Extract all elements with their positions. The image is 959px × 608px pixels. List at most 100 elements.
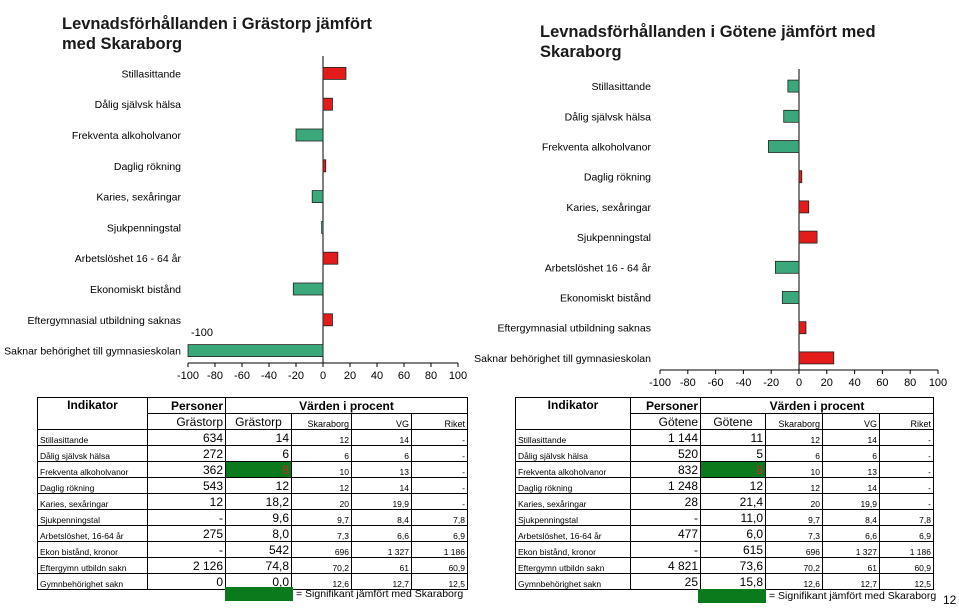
x-tick-label: 80: [904, 377, 916, 389]
table-row: Frekventa alkoholvanor 362 8 10 13-: [37, 461, 468, 478]
table-cell: 0: [147, 573, 226, 590]
x-tick-label: 100: [929, 377, 947, 389]
table-cell: 8,4: [822, 509, 880, 526]
table-cell: 14: [351, 477, 412, 494]
table-cell: -: [411, 445, 468, 462]
table-cell: 615: [700, 541, 766, 558]
bar: [311, 190, 324, 204]
table-cell: 12: [765, 429, 823, 446]
column-header: Riket: [411, 413, 468, 430]
table-cell: -: [411, 429, 468, 446]
table-cell: Eftergymn utbildn sakn: [515, 557, 631, 574]
table-cell: -: [411, 477, 468, 494]
table-cell: 21,4: [700, 493, 766, 510]
table-cell: 7,8: [879, 509, 934, 526]
table-row: Gymnbehörighet sakn 25 15,8 12,6 12,7 12,5: [515, 573, 934, 590]
bar: [292, 282, 324, 296]
table-row: Karies, sexåringar 28 21,4 20 19,9-: [515, 493, 934, 510]
table-cell: 8: [225, 461, 292, 478]
table-row: Frekventa alkoholvanor 832 8 10 13-: [515, 461, 934, 478]
table-cell: Stillasittande: [37, 429, 148, 446]
table-cell: Eftergymn utbildn sakn: [37, 557, 148, 574]
header-indikator: Indikator: [515, 397, 631, 430]
x-tick-label: 20: [821, 377, 833, 389]
table-cell: 520: [630, 445, 701, 462]
legend-swatch: [225, 587, 293, 601]
table-cell: 12,5: [879, 573, 934, 590]
table-cell: 1 327: [822, 541, 880, 558]
table-cell: 8: [700, 461, 766, 478]
table-cell: -: [879, 429, 934, 446]
table-cell: Gymnbehörighet sakn: [37, 573, 148, 590]
bar: [322, 97, 333, 111]
panel-gotene: Levnadsförhållanden i Götene jämfört med…: [474, 0, 948, 608]
bar: [322, 313, 333, 327]
chart-title: Levnadsförhållanden i Götene jämfört med…: [540, 23, 876, 61]
table-cell: Frekventa alkoholvanor: [515, 461, 631, 478]
table-cell: Karies, sexåringar: [515, 493, 631, 510]
category-label: Ekonomiskt bistånd: [90, 284, 181, 296]
bar: [783, 109, 800, 123]
bar-value-annotation: -100: [191, 327, 213, 339]
table-cell: 477: [630, 525, 701, 542]
legend-swatch: [698, 589, 766, 603]
table-row: Ekon bistånd, kronor -542 696 1 327 1 186: [37, 541, 468, 558]
x-tick-label: -20: [288, 370, 304, 382]
table-cell: 832: [630, 461, 701, 478]
category-label: Ekonomiskt bistånd: [560, 293, 651, 305]
table-cell: 634: [147, 429, 226, 446]
table-cell: 70,2: [291, 557, 352, 574]
x-tick-label: -40: [261, 370, 277, 382]
table-cell: 61: [351, 557, 412, 574]
table-cell: -: [630, 509, 701, 526]
category-label: Frekventa alkoholvanor: [72, 130, 182, 142]
table-cell: 70,2: [765, 557, 823, 574]
table-cell: 7,3: [765, 525, 823, 542]
category-label: Saknar behörighet till gymnasieskolan: [474, 353, 651, 365]
bar: [768, 140, 800, 153]
x-tick-label: 0: [320, 370, 326, 382]
bar: [798, 351, 835, 365]
table-cell: 1 186: [879, 541, 934, 558]
table-cell: Dålig självsk hälsa: [515, 445, 631, 462]
column-header: Grästorp: [225, 413, 292, 430]
table-cell: 13: [822, 461, 880, 478]
table-cell: -: [630, 541, 701, 558]
x-tick-label: 60: [398, 370, 410, 382]
table-cell: 12: [291, 429, 352, 446]
bar: [321, 220, 324, 234]
table-cell: 5: [700, 445, 766, 462]
table-row: Daglig rökning 1 248 12 12 14-: [515, 477, 934, 494]
x-tick-label: -60: [234, 370, 250, 382]
table-cell: 11,0: [700, 509, 766, 526]
table-cell: 6: [291, 445, 352, 462]
legend-text: = Signifikant jämfört med Skaraborg: [769, 589, 937, 602]
table-cell: 13: [351, 461, 412, 478]
table-cell: 275: [147, 525, 226, 542]
category-label: Daglig rökning: [584, 172, 651, 184]
table-cell: 6,6: [822, 525, 880, 542]
bar: [187, 344, 324, 358]
table-cell: 14: [822, 477, 880, 494]
table-cell: 10: [291, 461, 352, 478]
table-cell: 6: [351, 445, 412, 462]
table-cell: 8,4: [351, 509, 412, 526]
column-header: VG: [351, 413, 412, 430]
table-cell: 25: [630, 573, 701, 590]
table-cell: Dålig självsk hälsa: [37, 445, 148, 462]
table-cell: 1 327: [351, 541, 412, 558]
table-cell: 7,3: [291, 525, 352, 542]
table-cell: -: [879, 445, 934, 462]
bar: [798, 230, 818, 244]
table-row: Arbetslöshet, 16-64 år 477 6,0 7,3 6,6 6,9: [515, 525, 934, 542]
bar: [781, 291, 800, 304]
table-row: Arbetslöshet, 16-64 år 275 8,0 7,3 6,6 6,9: [37, 525, 468, 542]
table-row: Stillasittande 1 144 11 12 14-: [515, 429, 934, 446]
table-cell: -: [411, 461, 468, 478]
column-header: Riket: [879, 413, 934, 430]
table-cell: 6: [765, 445, 823, 462]
table-cell: 12: [700, 477, 766, 494]
table-cell: 12: [147, 493, 226, 510]
table-cell: 60,9: [411, 557, 468, 574]
bar: [322, 66, 347, 80]
